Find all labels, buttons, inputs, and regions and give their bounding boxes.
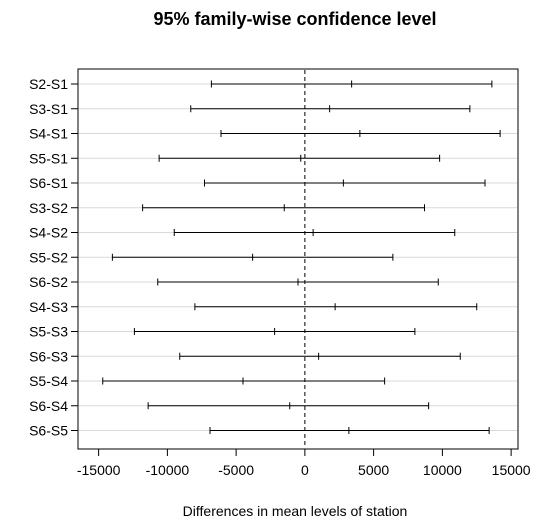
x-tick-label: -10000: [146, 462, 190, 478]
y-tick-label: S5-S1: [29, 150, 68, 166]
y-tick-label: S6-S1: [29, 175, 68, 191]
y-tick-label: S5-S3: [29, 324, 68, 340]
interval-s5-s3: [133, 328, 416, 335]
y-tick-label: S5-S2: [29, 249, 68, 265]
interval-s5-s1: [158, 154, 441, 162]
y-tick-label: S4-S3: [29, 299, 68, 315]
y-tick-label: S6-S2: [29, 274, 68, 290]
y-tick-label: S4-S1: [29, 126, 68, 142]
x-tick-label: -5000: [218, 462, 254, 478]
plot-frame: [77, 68, 519, 450]
interval-s3-s1: [190, 105, 471, 113]
chart-title: 95% family-wise confidence level: [153, 9, 436, 29]
interval-s6-s3: [179, 352, 461, 360]
x-tick-label: 5000: [358, 462, 389, 478]
x-tick-label: 15000: [492, 462, 531, 478]
y-tick-labels: S2-S1 S3-S1 S4-S1 S5-S1 S6-S1 S3-S2 S4-S2 S5-S2…: [29, 76, 78, 439]
interval-s6-s4: [147, 402, 430, 410]
y-tick-label: S6-S3: [29, 348, 68, 364]
interval-s6-s2: [157, 278, 439, 286]
interval-s2-s1: [210, 80, 493, 88]
y-tick-label: S3-S1: [29, 101, 68, 117]
interval-s6-s5: [209, 427, 490, 434]
x-tick-label: 0: [301, 462, 309, 478]
x-tick-label: -15000: [77, 462, 121, 478]
confidence-intervals: [102, 80, 501, 434]
y-tick-label: S3-S2: [29, 200, 68, 216]
y-tick-label: S6-S5: [29, 423, 68, 439]
interval-s3-s2: [142, 204, 425, 212]
y-tick-label: S6-S4: [29, 398, 68, 414]
interval-s5-s2: [111, 253, 394, 261]
interval-s4-s1: [220, 130, 501, 137]
interval-s4-s2: [173, 229, 456, 236]
x-tick-label: 10000: [423, 462, 462, 478]
y-tick-label: S2-S1: [29, 76, 68, 92]
interval-s5-s4: [102, 377, 386, 385]
interval-s4-s3: [194, 303, 478, 311]
y-tick-label: S4-S2: [29, 225, 68, 241]
interval-s6-s1: [204, 179, 486, 187]
y-tick-label: S5-S4: [29, 373, 68, 389]
x-axis-ticks: -15000 -10000 -5000 0 5000 10000 15000: [77, 449, 531, 478]
x-axis-label: Differences in mean levels of station: [183, 503, 408, 519]
